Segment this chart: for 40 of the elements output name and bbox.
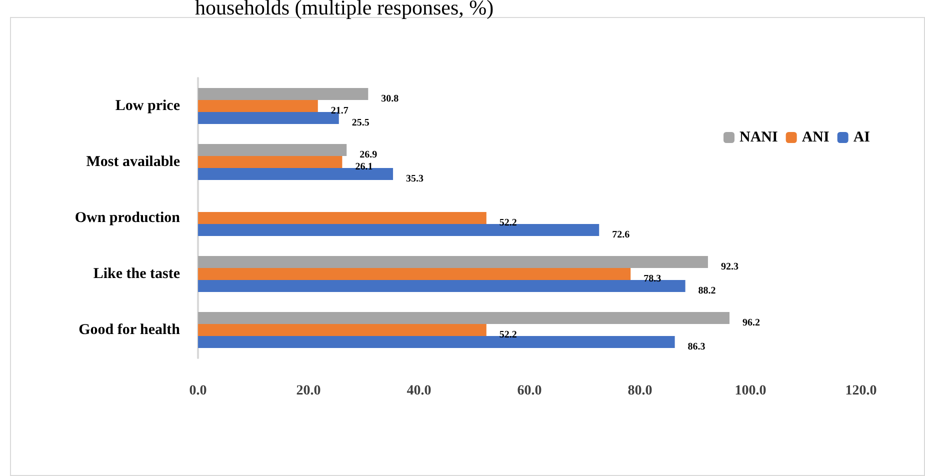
bar [198, 212, 486, 224]
x-tick-label: 120.0 [845, 384, 877, 398]
x-tick-label: 80.0 [628, 384, 652, 398]
y-tick-label: Own production [74, 210, 181, 226]
legend-label: NANI [739, 130, 778, 146]
legend-label: ANI [802, 130, 830, 146]
data-label: 86.3 [688, 342, 706, 352]
legend-label: AI [853, 130, 870, 146]
bar [198, 312, 730, 324]
x-tick-label: 0.0 [189, 384, 207, 398]
data-label: 21.7 [330, 106, 348, 116]
bar [198, 88, 368, 100]
bar [198, 144, 347, 156]
bar [198, 224, 600, 236]
x-tick-label: 60.0 [517, 384, 542, 398]
y-tick-label: Like the taste [93, 266, 180, 282]
data-label: 96.2 [742, 318, 760, 328]
y-tick-label: Good for health [78, 322, 181, 338]
bar [198, 268, 631, 280]
y-tick-label: Most available [86, 154, 180, 170]
data-label: 92.3 [720, 262, 738, 272]
bar [198, 168, 394, 180]
bar [198, 280, 686, 292]
x-tick-label: 40.0 [406, 384, 432, 398]
x-tick-label: 100.0 [734, 384, 766, 398]
bar [198, 156, 342, 168]
y-tick-label: Low price [115, 98, 180, 114]
chart-title: households (multiple responses, %) [195, 0, 494, 20]
bar [198, 336, 675, 348]
data-label: 30.8 [381, 94, 399, 104]
bar [198, 100, 318, 112]
data-label: 35.3 [406, 174, 424, 184]
x-tick-label: 20.0 [296, 384, 321, 398]
bar [198, 324, 486, 336]
bar [198, 112, 339, 124]
data-label: 26.9 [360, 150, 378, 160]
data-label: 72.6 [612, 230, 630, 240]
bar [198, 256, 708, 268]
data-label: 88.2 [698, 286, 716, 296]
data-label: 25.5 [352, 118, 370, 128]
